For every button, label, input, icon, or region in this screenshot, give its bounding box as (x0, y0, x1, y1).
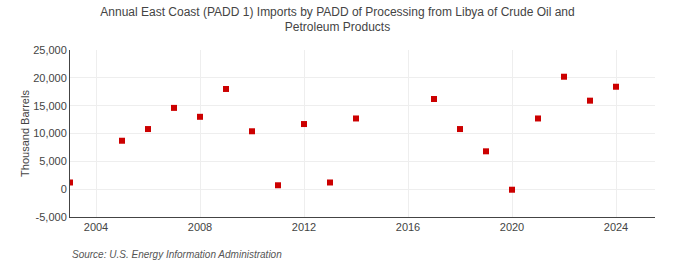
svg-text:15,000: 15,000 (33, 100, 67, 112)
svg-text:0: 0 (61, 183, 67, 195)
svg-text:10,000: 10,000 (33, 127, 67, 139)
svg-text:20,000: 20,000 (33, 72, 67, 84)
svg-text:5,000: 5,000 (39, 155, 67, 167)
svg-text:2008: 2008 (188, 221, 212, 233)
svg-text:-5,000: -5,000 (36, 211, 67, 223)
svg-text:2024: 2024 (604, 221, 628, 233)
svg-text:2020: 2020 (500, 221, 524, 233)
svg-text:Thousand Barrels: Thousand Barrels (19, 90, 31, 177)
svg-text:2016: 2016 (396, 221, 420, 233)
svg-text:Annual East Coast (PADD 1) Imp: Annual East Coast (PADD 1) Imports by PA… (100, 5, 574, 35)
svg-text:2012: 2012 (292, 221, 316, 233)
svg-text:Source: U.S. Energy Informatio: Source: U.S. Energy Information Administ… (72, 249, 282, 260)
svg-text:25,000: 25,000 (33, 44, 67, 56)
svg-text:2004: 2004 (84, 221, 108, 233)
